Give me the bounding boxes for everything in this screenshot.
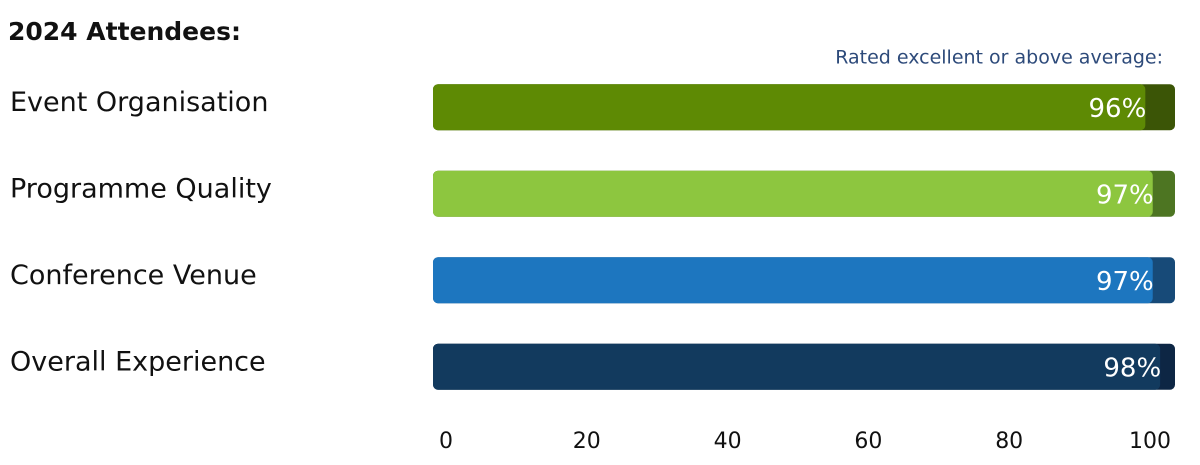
- category-label: Programme Quality: [10, 173, 272, 204]
- x-tick-label: 60: [854, 429, 882, 454]
- x-tick-label: 40: [714, 429, 742, 454]
- chart-subtitle: Rated excellent or above average:: [835, 47, 1163, 69]
- x-tick-label: 100: [1129, 429, 1171, 454]
- x-tick-label: 20: [573, 429, 601, 454]
- bar: [433, 257, 1153, 304]
- category-label: Event Organisation: [10, 87, 268, 118]
- bar: [433, 170, 1153, 217]
- chart-title: 2024 Attendees:: [8, 17, 241, 46]
- bar: [433, 84, 1146, 131]
- category-label: Overall Experience: [10, 346, 266, 377]
- value-label: 97%: [1096, 267, 1154, 297]
- x-tick-label: 0: [439, 429, 453, 454]
- x-tick-label: 80: [995, 429, 1023, 454]
- value-label: 97%: [1096, 180, 1154, 210]
- value-label: 98%: [1103, 353, 1161, 383]
- category-label: Conference Venue: [10, 260, 257, 291]
- bar: [433, 343, 1161, 390]
- value-label: 96%: [1089, 94, 1147, 124]
